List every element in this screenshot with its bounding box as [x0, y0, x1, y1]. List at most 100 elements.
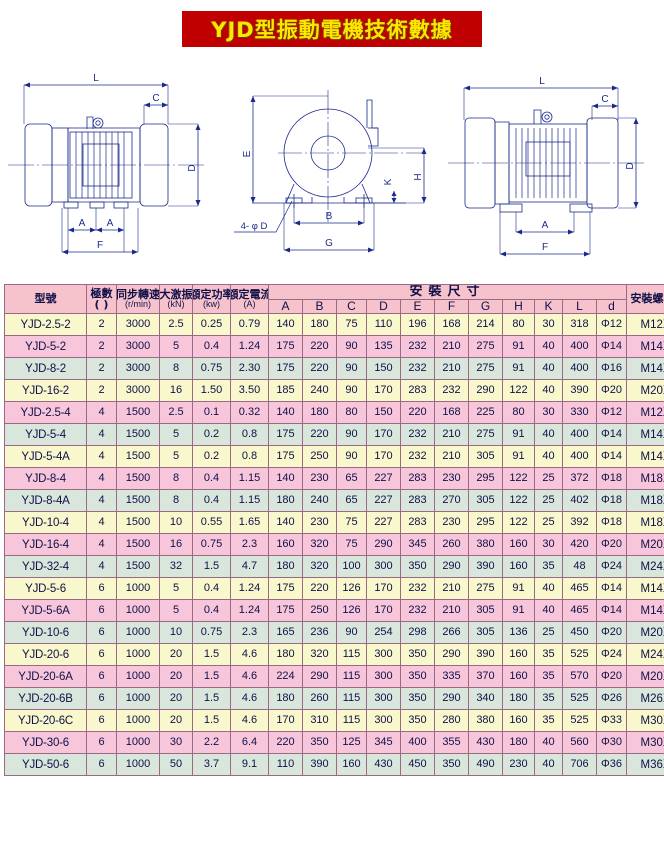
- table-row: YJD-5-2 2 3000 5 0.4 1.24 175 220 90 135 232 210 275…: [4, 335, 664, 359]
- cell-E: 350: [400, 709, 435, 733]
- cell-current: 1.65: [230, 511, 269, 535]
- header-max-exciting-force: 最大激振力 (kN): [159, 283, 193, 315]
- header-dim-D: D: [366, 298, 401, 315]
- cell-poles: 2: [86, 379, 117, 403]
- page-title: YJD型振動電機技術數據: [211, 18, 453, 42]
- cell-speed: 1500: [116, 401, 160, 425]
- cell-G: 275: [468, 335, 503, 359]
- cell-speed: 1500: [116, 467, 160, 491]
- cell-force: 5: [159, 599, 193, 623]
- dimension-label-D: D: [625, 162, 636, 169]
- specification-table: 型號 極數 ( ) 同步轉速 (r/min): [4, 283, 664, 777]
- cell-G: 305: [468, 621, 503, 645]
- cell-d: Φ14: [595, 445, 628, 469]
- cell-model: YJD-5-2: [4, 335, 87, 359]
- cell-bolt: M20X1.5: [626, 621, 664, 645]
- dimension-label-G: G: [325, 238, 333, 249]
- cell-K: 40: [534, 577, 563, 601]
- dimension-label-E: E: [242, 150, 253, 157]
- dimension-label-K: K: [383, 178, 394, 185]
- cell-L: 450: [562, 621, 597, 645]
- cell-speed: 3000: [116, 335, 160, 359]
- cell-H: 160: [502, 665, 535, 689]
- table-row: YJD-30-6 6 1000 30 2.2 6.4 220 350 125 345 400 355 4…: [4, 731, 664, 755]
- cell-H: 136: [502, 621, 535, 645]
- cell-C: 160: [336, 753, 367, 777]
- table-row: YJD-2.5-4 4 1500 2.5 0.1 0.32 140 180 80 150 220 16…: [4, 401, 664, 425]
- table-row: YJD-32-4 4 1500 32 1.5 4.7 180 320 100 300 350 290 3…: [4, 555, 664, 579]
- cell-speed: 1000: [116, 709, 160, 733]
- cell-power: 0.4: [192, 489, 231, 513]
- cell-L: 706: [562, 753, 597, 777]
- cell-E: 196: [400, 313, 435, 337]
- cell-E: 298: [400, 621, 435, 645]
- header-mounting-dimensions-group: 安裝尺寸: [267, 284, 628, 300]
- cell-model: YJD-8-4A: [4, 489, 87, 513]
- cell-G: 275: [468, 357, 503, 381]
- cell-force: 8: [159, 357, 193, 381]
- cell-G: 380: [468, 709, 503, 733]
- cell-d: Φ18: [595, 467, 628, 491]
- cell-A: 160: [268, 533, 303, 557]
- cell-K: 40: [534, 357, 563, 381]
- cell-model: YJD-5-6: [4, 577, 87, 601]
- cell-G: 305: [468, 599, 503, 623]
- cell-F: 270: [434, 489, 469, 513]
- cell-power: 0.55: [192, 511, 231, 535]
- cell-B: 350: [302, 731, 337, 755]
- cell-power: 0.25: [192, 313, 231, 337]
- cell-current: 3.50: [230, 379, 269, 403]
- cell-G: 390: [468, 555, 503, 579]
- cell-K: 25: [534, 489, 563, 513]
- cell-force: 20: [159, 665, 193, 689]
- cell-bolt: M24X1.5: [626, 643, 664, 667]
- cell-E: 283: [400, 379, 435, 403]
- cell-A: 220: [268, 731, 303, 755]
- cell-L: 465: [562, 577, 597, 601]
- cell-power: 0.2: [192, 423, 231, 447]
- cell-current: 1.24: [230, 577, 269, 601]
- cell-B: 230: [302, 511, 337, 535]
- cell-B: 310: [302, 709, 337, 733]
- cell-A: 224: [268, 665, 303, 689]
- cell-D: 150: [366, 401, 401, 425]
- cell-K: 35: [534, 665, 563, 689]
- cell-E: 283: [400, 467, 435, 491]
- cell-d: Φ18: [595, 511, 628, 535]
- cell-L: 318: [562, 313, 597, 337]
- cell-F: 210: [434, 599, 469, 623]
- cell-D: 290: [366, 533, 401, 557]
- cell-current: 2.3: [230, 533, 269, 557]
- cell-D: 300: [366, 687, 401, 711]
- cell-force: 5: [159, 423, 193, 447]
- cell-D: 300: [366, 643, 401, 667]
- cell-G: 340: [468, 687, 503, 711]
- cell-C: 90: [336, 445, 367, 469]
- cell-C: 115: [336, 665, 367, 689]
- cell-L: 400: [562, 357, 597, 381]
- cell-H: 91: [502, 577, 535, 601]
- cell-bolt: M18X1.5: [626, 489, 664, 513]
- cell-force: 10: [159, 511, 193, 535]
- cell-F: 290: [434, 555, 469, 579]
- cell-H: 122: [502, 379, 535, 403]
- cell-G: 430: [468, 731, 503, 755]
- cell-poles: 6: [86, 687, 117, 711]
- cell-poles: 4: [86, 489, 117, 513]
- cell-power: 1.5: [192, 687, 231, 711]
- cell-speed: 1000: [116, 731, 160, 755]
- cell-E: 220: [400, 401, 435, 425]
- header-sync-speed: 同步轉速 (r/min): [116, 283, 160, 315]
- cell-H: 160: [502, 555, 535, 579]
- cell-E: 232: [400, 599, 435, 623]
- cell-F: 230: [434, 467, 469, 491]
- dimension-label-4-phi-D: 4- φ D: [241, 221, 268, 232]
- cell-force: 5: [159, 335, 193, 359]
- cell-poles: 4: [86, 401, 117, 425]
- cell-current: 2.3: [230, 621, 269, 645]
- cell-F: 266: [434, 621, 469, 645]
- cell-d: Φ20: [595, 621, 628, 645]
- header-dim-A: A: [268, 298, 303, 315]
- drawing-side-elevation: L C D A A F: [2, 62, 228, 277]
- cell-force: 10: [159, 621, 193, 645]
